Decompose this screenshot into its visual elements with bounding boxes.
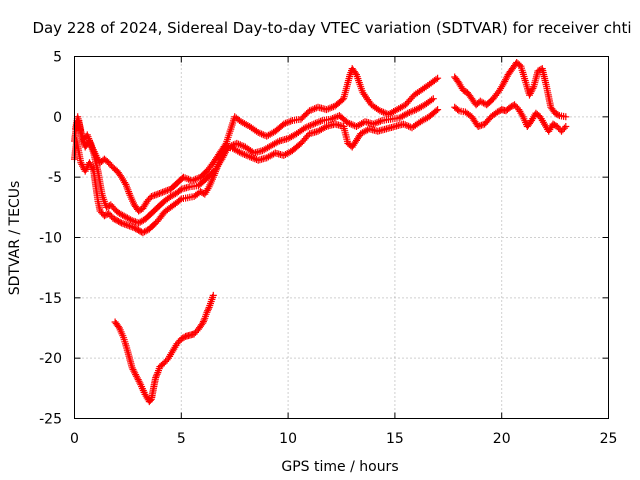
y-tick-label: -25: [39, 412, 62, 428]
x-tick-label: 25: [600, 431, 618, 447]
series-separate-arc: [111, 291, 217, 406]
y-tick-label: -5: [48, 170, 62, 186]
marker-trace: [72, 65, 442, 215]
y-axis-label: SDTVAR / TECUs: [7, 181, 23, 296]
x-tick-label: 15: [386, 431, 404, 447]
y-tick-label: 5: [53, 50, 62, 66]
y-tick-label: -10: [39, 231, 62, 247]
marker-trace: [111, 291, 217, 406]
x-axis-label: GPS time / hours: [281, 459, 398, 475]
marker-trace: [451, 101, 570, 135]
y-tick-label: 0: [53, 110, 62, 126]
data-points: [71, 59, 570, 406]
x-tick-label: 10: [279, 431, 297, 447]
marker-trace: [451, 59, 570, 121]
plot-frame: [74, 56, 609, 419]
series-late-band-upper-edge-: [451, 59, 570, 121]
series-main-band-upper-edge-: [72, 65, 442, 215]
y-tick-label: -20: [39, 351, 62, 367]
y-tick-label: -15: [39, 291, 62, 307]
chart-title: Day 228 of 2024, Sidereal Day-to-day VTE…: [32, 19, 631, 37]
x-tick-label: 0: [70, 431, 79, 447]
x-tick-label: 5: [177, 431, 186, 447]
axis-ticks: 0 5 10 15 20 25 -25 -20 -15 -10 -5 0 5: [39, 50, 617, 448]
series-late-band-lower-edge-: [451, 101, 570, 135]
x-tick-label: 20: [493, 431, 511, 447]
